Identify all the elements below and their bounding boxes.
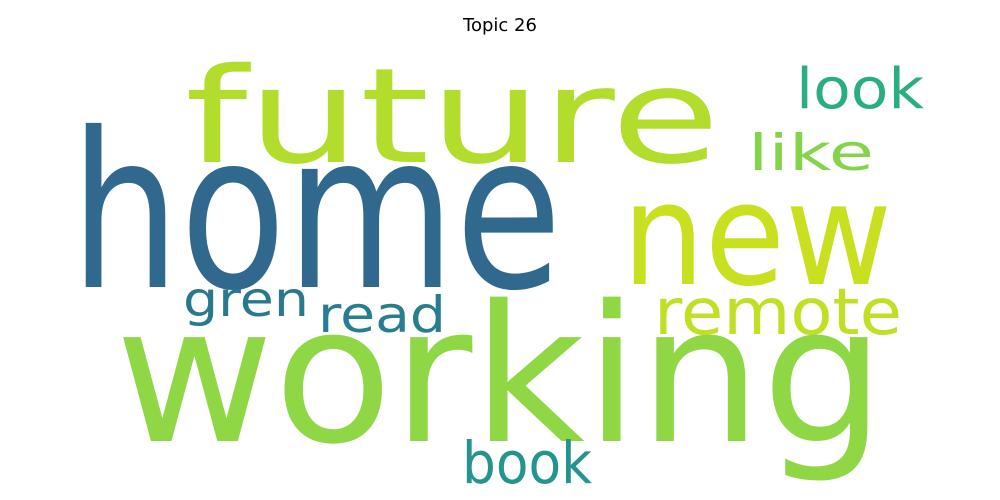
word-like: like [748,124,874,182]
word-gren: gren [183,272,309,328]
chart-title: Topic 26 [462,15,537,36]
word-working: working [115,265,885,486]
word-read: read [318,286,446,344]
word-home: home [70,87,562,338]
word-book: book [462,429,592,497]
word-look: look [796,57,925,122]
word-future: future [185,40,720,194]
word-remote: remote [654,276,902,350]
word-new: new [622,153,892,318]
